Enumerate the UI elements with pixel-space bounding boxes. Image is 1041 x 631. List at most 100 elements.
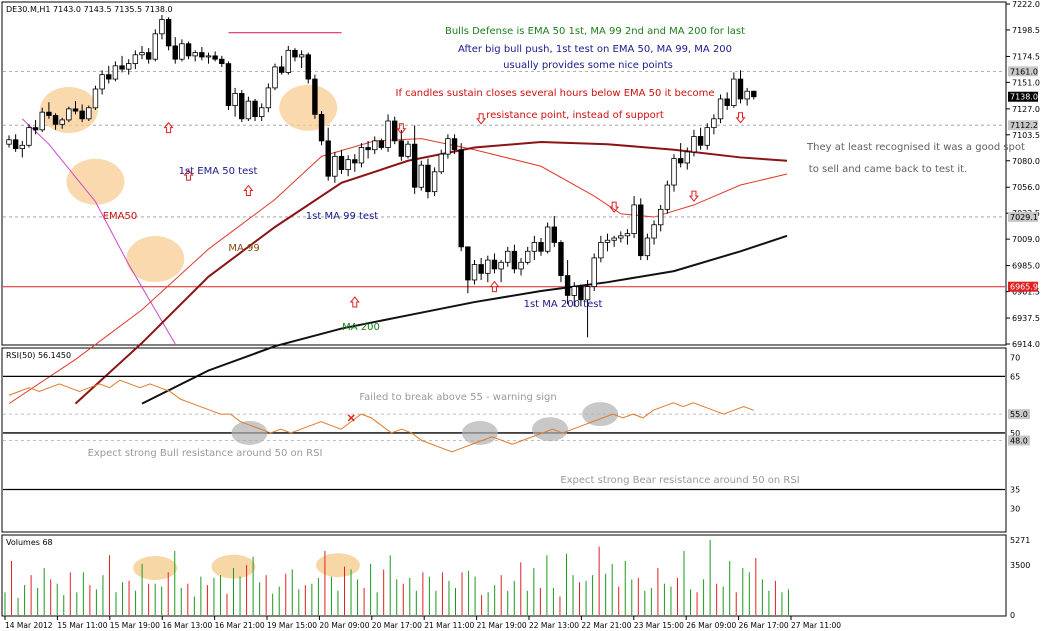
candle-body — [551, 226, 557, 243]
candle-body — [544, 226, 551, 252]
candle-8 — [59, 117, 65, 129]
rsi-highlight-1 — [461, 420, 498, 445]
price-tick-label: 7009.0 — [1012, 235, 1040, 244]
candle-body — [298, 54, 305, 58]
candle-112 — [751, 90, 757, 100]
price-layer — [3, 15, 1005, 405]
candle-30 — [205, 52, 212, 64]
candle-body — [485, 259, 491, 274]
candle-body — [525, 250, 531, 263]
candle-85 — [571, 282, 577, 307]
candle-body — [618, 235, 624, 239]
price-highlight-box — [1008, 66, 1038, 77]
candle-body — [391, 120, 398, 142]
candle-body — [46, 111, 52, 116]
candle-25 — [172, 37, 178, 64]
volume-highlight-2 — [315, 553, 360, 578]
candle-body — [491, 259, 498, 270]
candle-body — [112, 65, 119, 80]
rsi-panel — [1, 347, 1007, 533]
candle-body — [165, 19, 172, 47]
candle-body — [139, 52, 145, 56]
volume-label: Volumes 68 — [6, 538, 53, 547]
candle-body — [212, 55, 218, 60]
candle-body — [677, 158, 684, 164]
up-arrow-1 — [183, 169, 194, 181]
price-highlight-label: 6965.9 — [1010, 283, 1038, 292]
candle-body — [451, 138, 458, 151]
candle-42 — [285, 45, 291, 75]
price-highlight-label: 7138.0 — [1010, 93, 1038, 102]
candle-56 — [378, 138, 385, 150]
candle-96 — [644, 233, 651, 261]
candle-79 — [531, 235, 538, 261]
price-highlight-box — [1008, 211, 1038, 222]
time-tick-label: 16 Mar 21:00 — [215, 621, 265, 630]
candle-72 — [485, 255, 491, 283]
candle-46 — [312, 74, 318, 119]
price-tick-label: 7056.0 — [1012, 183, 1040, 192]
candle-59 — [398, 129, 405, 161]
candle-body — [378, 140, 385, 148]
up-arrow-3 — [349, 296, 360, 308]
candle-65 — [438, 149, 444, 174]
candle-39 — [265, 83, 272, 113]
annotation-bulls-defense: Bulls Defense is EMA 50 1st, MA 99 2nd a… — [445, 26, 745, 37]
time-tick-label: 26 Mar 09:00 — [686, 621, 736, 630]
price-highlight-box — [1008, 281, 1038, 292]
candle-body — [99, 74, 105, 90]
annotation-failed-break: Failed to break above 55 - warning sign — [359, 392, 556, 403]
candle-14 — [99, 70, 105, 95]
rsi-line — [8, 379, 754, 453]
candle-97 — [651, 220, 657, 245]
price-highlight-box — [1008, 120, 1038, 131]
candle-7 — [52, 113, 59, 130]
candle-body — [152, 33, 158, 60]
time-tick-label: 27 Mar 11:00 — [791, 621, 841, 630]
candle-body — [312, 78, 318, 115]
candle-81 — [544, 222, 551, 254]
candle-body — [717, 98, 724, 120]
rsi-cross-marker — [347, 414, 355, 422]
candle-body — [598, 242, 604, 259]
rsi-highlight-3 — [582, 402, 619, 427]
candle-68 — [458, 143, 464, 252]
candle-3 — [26, 124, 32, 148]
candle-body — [697, 136, 704, 146]
candle-18 — [126, 59, 132, 75]
candle-body — [505, 250, 511, 263]
symbol-header: DE30.M,H1 7143.0 7143.5 7135.5 7138.0 — [6, 5, 173, 14]
candle-body — [704, 127, 710, 146]
candle-102 — [684, 147, 690, 170]
axis-layer: 7222.0 7198.5 7174.5 7151.0 7127.0 7103.5 7080… — [4, 0, 1040, 630]
candle-body — [751, 90, 757, 98]
time-tick-label: 15 Mar 19:00 — [110, 621, 160, 630]
candle-74 — [498, 260, 504, 283]
candle-body — [518, 261, 524, 270]
rsi-value-box — [1008, 435, 1030, 446]
candle-body — [159, 19, 165, 35]
candle-body — [272, 66, 278, 89]
time-tick-label: 20 Mar 17:00 — [372, 621, 422, 630]
candle-body — [425, 164, 431, 193]
candle-body — [72, 108, 79, 112]
price-tick-label: 7080.0 — [1012, 157, 1040, 166]
candle-84 — [564, 260, 571, 305]
candle-29 — [199, 47, 205, 61]
candle-63 — [425, 158, 431, 199]
candle-77 — [518, 257, 524, 276]
label-ma99: MA 99 — [228, 243, 259, 254]
candle-body — [411, 143, 418, 188]
candle-93 — [624, 229, 631, 245]
candle-51 — [345, 155, 351, 177]
volume-layer — [4, 540, 789, 615]
highlight-ellipse-2 — [126, 236, 185, 282]
candle-body — [86, 107, 92, 120]
candle-40 — [272, 63, 278, 91]
candle-body — [352, 159, 358, 164]
candle-body — [59, 119, 65, 125]
candle-body — [671, 158, 677, 186]
candle-body — [445, 138, 451, 155]
annotation-candles-sustain: If candles sustain closes several hours … — [396, 88, 715, 99]
candle-101 — [677, 143, 684, 168]
